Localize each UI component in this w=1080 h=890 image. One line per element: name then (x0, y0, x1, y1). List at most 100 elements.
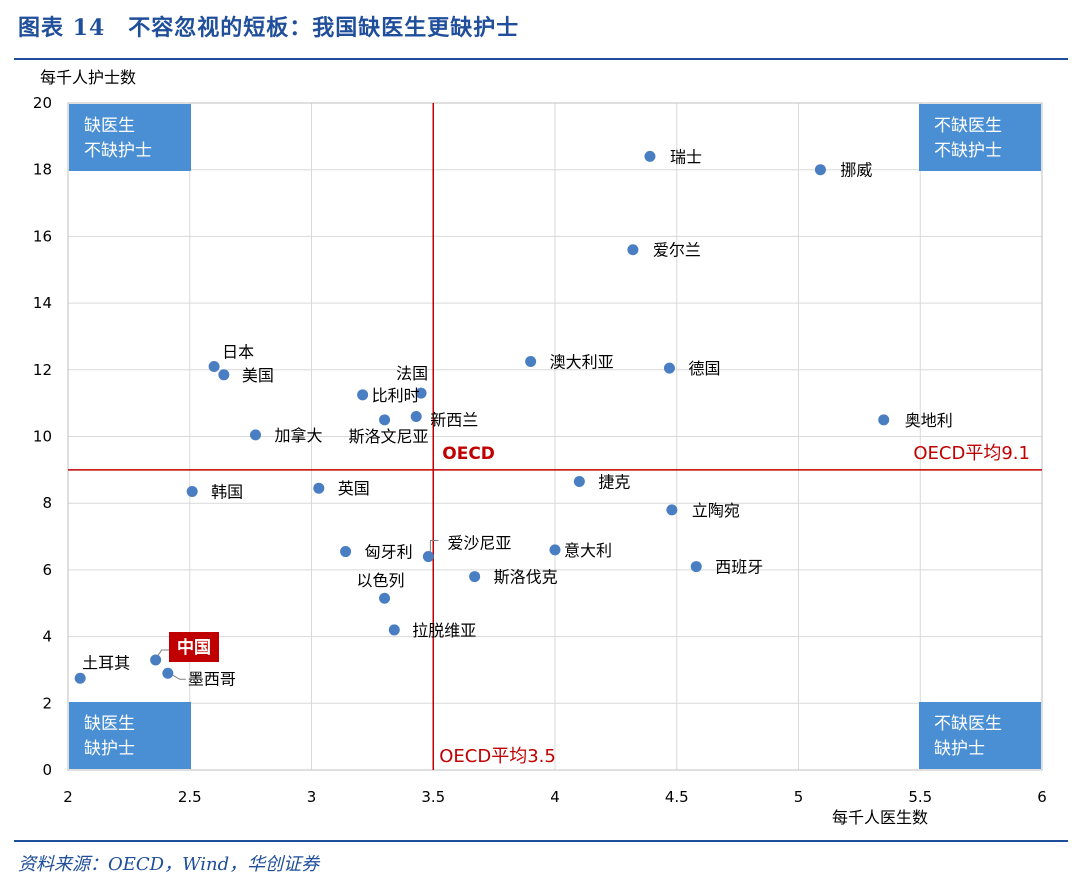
point-日本: 日本 (208, 342, 254, 372)
data-point (878, 414, 890, 426)
plot-border (67, 102, 1043, 771)
point-label: 韩国 (211, 483, 243, 502)
data-point (249, 429, 261, 441)
point-label: 斯洛文尼亚 (349, 427, 429, 446)
point-label: 以色列 (357, 571, 405, 590)
point-斯洛文尼亚: 斯洛文尼亚 (349, 414, 429, 446)
x-tick-label: 2 (63, 788, 73, 806)
data-point (218, 369, 230, 381)
point-奥地利: 奥地利 (878, 411, 953, 430)
data-point (627, 244, 639, 256)
point-爱沙尼亚: 爱沙尼亚 (422, 534, 511, 563)
quadrant-label-line: 缺护士 (84, 739, 135, 759)
point-德国: 德国 (663, 359, 720, 378)
leader-line (429, 540, 439, 552)
point-爱尔兰: 爱尔兰 (627, 241, 701, 260)
point-label: 澳大利亚 (550, 352, 614, 371)
y-tick-label: 18 (33, 161, 52, 179)
point-label: 日本 (222, 342, 254, 361)
reference-lines: OECD平均3.5 OECD平均9.1 OECD (68, 103, 1042, 770)
point-label: 墨西哥 (188, 669, 236, 688)
data-point (549, 544, 561, 556)
y-tick-label: 2 (42, 694, 52, 712)
leader-line (157, 649, 169, 657)
point-意大利: 意大利 (549, 541, 612, 560)
point-label: 法国 (396, 364, 428, 383)
quadrant-label-line: 不缺医生 (934, 714, 1002, 734)
y-tick-label: 10 (33, 428, 52, 446)
data-point (186, 486, 198, 498)
y-tick-label: 4 (42, 628, 52, 646)
point-瑞士: 瑞士 (644, 147, 702, 166)
point-新西兰: 新西兰 (410, 410, 478, 429)
point-土耳其: 土耳其 (74, 653, 130, 684)
source-rule (14, 840, 1068, 842)
data-point (814, 164, 826, 176)
reference-label-x: OECD平均3.5 (439, 746, 556, 767)
point-label: 西班牙 (715, 558, 763, 577)
quadrant-box (69, 104, 191, 171)
quadrant-box (919, 104, 1041, 171)
x-tick-label: 5.5 (908, 788, 932, 806)
x-tick-label: 4.5 (665, 788, 689, 806)
point-label: 挪威 (840, 161, 872, 180)
data-point (469, 571, 481, 583)
x-tick-label: 2.5 (178, 788, 202, 806)
point-label: 瑞士 (670, 147, 702, 166)
point-label: 德国 (688, 359, 720, 378)
point-label: 意大利 (564, 541, 612, 560)
reference-label-y: OECD平均9.1 (913, 443, 1030, 464)
title-rule (14, 58, 1068, 60)
quadrant-box (69, 702, 191, 769)
x-tick-label: 6 (1037, 788, 1047, 806)
point-拉脱维亚: 拉脱维亚 (388, 621, 476, 640)
data-point (313, 482, 325, 494)
source-note: 资料来源：OECD，Wind，华创证券 (18, 854, 320, 875)
data-point (422, 551, 434, 563)
point-label: 爱沙尼亚 (447, 534, 511, 553)
quadrant-label-line: 缺医生 (84, 116, 135, 136)
y-tick-label: 16 (33, 227, 52, 245)
data-point (357, 389, 369, 401)
quadrant-label-line: 缺护士 (934, 739, 985, 759)
data-point (379, 414, 391, 426)
point-label: 匈牙利 (365, 543, 413, 562)
y-tick-label: 12 (33, 361, 52, 379)
x-tick-label: 4 (550, 788, 560, 806)
data-point (644, 150, 656, 162)
point-澳大利亚: 澳大利亚 (525, 352, 614, 371)
point-label: 爱尔兰 (653, 241, 701, 260)
data-point (379, 592, 391, 604)
data-point (573, 476, 585, 488)
data-point (415, 387, 427, 399)
grid-lines (68, 103, 1042, 770)
data-point (525, 355, 537, 367)
point-label: 比利时 (372, 386, 420, 405)
point-label: 加拿大 (274, 426, 322, 445)
point-立陶宛: 立陶宛 (666, 501, 740, 520)
point-以色列: 以色列 (357, 571, 405, 604)
quadrant-label-line: 不缺护士 (934, 141, 1002, 161)
point-西班牙: 西班牙 (690, 558, 763, 577)
quadrant-label-line: 缺医生 (84, 714, 135, 734)
point-韩国: 韩国 (186, 483, 243, 502)
x-tick-label: 3 (307, 788, 317, 806)
point-label: 立陶宛 (692, 501, 740, 520)
point-label: 奥地利 (905, 411, 953, 430)
point-匈牙利: 匈牙利 (340, 543, 413, 562)
point-美国: 美国 (218, 366, 274, 385)
data-point (162, 667, 174, 679)
data-point (388, 624, 400, 636)
y-axis-label: 每千人护士数 (40, 68, 136, 87)
point-比利时: 比利时 (357, 386, 420, 405)
highlight-box (169, 632, 219, 662)
leader-line (172, 674, 186, 680)
point-捷克: 捷克 (573, 473, 630, 492)
